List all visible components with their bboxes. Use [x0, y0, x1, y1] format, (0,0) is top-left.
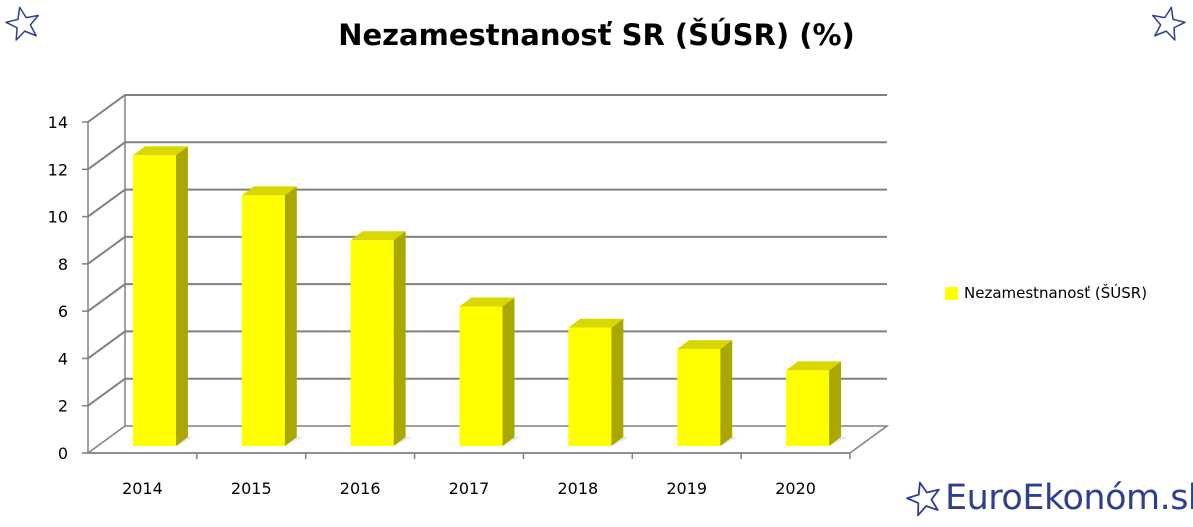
gridlines — [87, 94, 887, 426]
y-tick-labels: 0 2 4 6 8 10 12 14 — [48, 113, 68, 463]
bar-side — [175, 146, 188, 446]
brand-name: EuroEkonóm.sk — [945, 478, 1193, 518]
x-tick-label: 2014 — [122, 479, 163, 498]
x-tick-label: 2018 — [557, 479, 598, 498]
x-tick-label: 2017 — [449, 479, 490, 498]
bar-side — [284, 186, 297, 446]
y-tick-label: 4 — [58, 349, 68, 368]
x-tick-label: 2020 — [775, 479, 816, 498]
x-tick-label: 2015 — [231, 479, 272, 498]
bar — [459, 306, 503, 446]
bar-side — [829, 361, 842, 446]
star-outline-icon — [5, 6, 40, 41]
bar-top — [241, 186, 297, 196]
bar-side — [502, 297, 515, 446]
bar-top — [350, 231, 406, 241]
gridline — [87, 94, 887, 123]
bar — [132, 155, 176, 446]
y-tick-label: 8 — [58, 255, 68, 274]
axes — [82, 121, 851, 459]
gridline — [87, 188, 887, 218]
bar — [241, 195, 285, 446]
bar — [786, 370, 830, 446]
star-outline-icon — [906, 481, 940, 517]
y-tick-label: 10 — [48, 208, 68, 227]
bar-side — [393, 231, 406, 446]
bar-top — [132, 146, 188, 156]
y-tick-label: 6 — [58, 302, 68, 321]
x-tick-labels: 2014 2015 2016 2017 2018 2019 2020 — [122, 479, 816, 498]
y-tick-label: 2 — [58, 397, 68, 416]
bar-side — [720, 340, 733, 446]
gridline — [87, 235, 887, 265]
bar-top — [568, 318, 624, 328]
chart-title: Nezamestnanosť SR (ŠÚSR) (%) — [338, 18, 855, 52]
side-wall — [88, 95, 125, 453]
y-tick-label: 12 — [48, 160, 68, 179]
x-tick-label: 2016 — [340, 479, 381, 498]
bar — [350, 240, 394, 446]
y-tick-label: 14 — [48, 113, 68, 132]
x-tick-label: 2019 — [666, 479, 707, 498]
brand-logo: EuroEkonóm.sk — [905, 478, 1193, 518]
gridline — [87, 141, 887, 171]
legend: Nezamestnanosť (ŠÚSR) — [945, 284, 1147, 302]
bars — [132, 146, 848, 446]
legend-swatch — [945, 286, 958, 300]
legend-label: Nezamestnanosť (ŠÚSR) — [964, 284, 1148, 302]
bar-top — [786, 361, 842, 371]
bar-top — [459, 297, 515, 307]
bar-top — [677, 340, 733, 350]
star-outline-icon — [1151, 6, 1186, 41]
y-tick-label: 0 — [58, 444, 68, 463]
bar — [677, 349, 721, 446]
bar — [568, 327, 612, 446]
bar-side — [611, 318, 624, 446]
